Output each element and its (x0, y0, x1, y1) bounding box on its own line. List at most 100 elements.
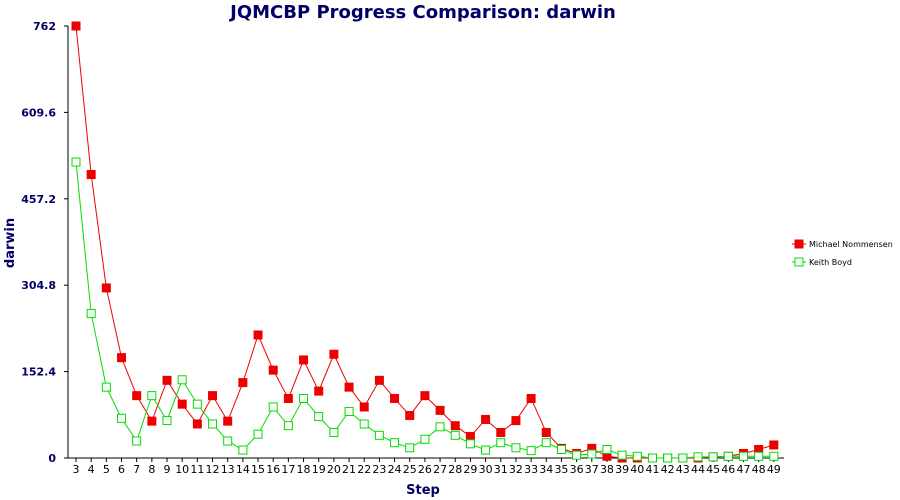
x-tick-label: 22 (357, 463, 371, 476)
x-tick-label: 32 (509, 463, 523, 476)
hollow-square-marker (556, 444, 566, 454)
x-tick-label: 47 (736, 463, 750, 476)
x-tick-label: 41 (645, 463, 659, 476)
legend-label: Keith Boyd (809, 258, 852, 267)
x-tick-label: 17 (281, 463, 295, 476)
filled-square-marker (283, 393, 293, 403)
x-tick-label: 43 (676, 463, 690, 476)
hollow-square-marker (602, 444, 612, 454)
filled-square-marker (177, 399, 187, 409)
x-tick-label: 42 (661, 463, 675, 476)
hollow-square-marker (526, 446, 536, 456)
y-tick-label: 609.6 (21, 106, 56, 119)
filled-square-marker (344, 382, 354, 392)
filled-square-marker (374, 375, 384, 385)
filled-square-marker (71, 21, 81, 31)
x-tick-label: 5 (103, 463, 110, 476)
hollow-square-marker (162, 416, 172, 426)
x-tick-label: 10 (175, 463, 189, 476)
filled-square-marker (147, 416, 157, 426)
filled-square-marker (192, 419, 202, 429)
x-tick-label: 23 (372, 463, 386, 476)
legend-label: Michael Nommensen (809, 240, 893, 249)
x-tick-label: 8 (148, 463, 155, 476)
x-tick-label: 49 (767, 463, 781, 476)
hollow-square-marker (511, 443, 521, 453)
x-tick-label: 16 (266, 463, 280, 476)
filled-square-marker (314, 386, 324, 396)
hollow-square-marker (663, 453, 673, 463)
x-tick-label: 20 (327, 463, 341, 476)
legend: Michael Nommensen Keith Boyd (792, 239, 893, 267)
hollow-square-marker (314, 412, 324, 422)
y-axis-ticks: 0 152.4 304.8 457.2 609.6 762 (21, 20, 68, 465)
x-tick-label: 29 (463, 463, 477, 476)
x-tick-label: 30 (479, 463, 493, 476)
x-tick-label: 13 (221, 463, 235, 476)
filled-square-marker (390, 393, 400, 403)
filled-square-marker (405, 410, 415, 420)
filled-square-marker (541, 427, 551, 437)
filled-square-marker (268, 365, 278, 375)
y-tick-label: 0 (48, 452, 56, 465)
x-tick-label: 24 (388, 463, 402, 476)
hollow-square-marker (359, 419, 369, 429)
x-tick-label: 25 (403, 463, 417, 476)
hollow-square-marker (541, 438, 551, 448)
x-tick-label: 21 (342, 463, 356, 476)
y-tick-label: 304.8 (21, 279, 56, 292)
x-tick-label: 36 (570, 463, 584, 476)
hollow-square-marker (617, 450, 627, 460)
x-tick-label: 44 (691, 463, 705, 476)
hollow-square-marker (283, 421, 293, 431)
x-axis-title: Step (406, 483, 440, 498)
hollow-square-marker (192, 399, 202, 409)
x-tick-label: 46 (721, 463, 735, 476)
y-axis-title: darwin (3, 218, 18, 268)
x-tick-label: 12 (206, 463, 220, 476)
hollow-square-marker (405, 443, 415, 453)
x-tick-label: 19 (312, 463, 326, 476)
filled-square-marker (299, 355, 309, 365)
x-tick-label: 34 (539, 463, 553, 476)
x-axis-ticks: 3 4 5 6 7 8 9 10 11 12 13 14 15 16 17 18 19 20 21 22 23 24 25 2… (73, 458, 781, 476)
filled-square-marker (465, 431, 475, 441)
filled-square-marker (450, 421, 460, 431)
hollow-square-marker (632, 451, 642, 461)
plot-area (71, 21, 779, 463)
hollow-square-marker (253, 429, 263, 439)
x-tick-label: 15 (251, 463, 265, 476)
hollow-square-marker (132, 436, 142, 446)
filled-square-marker (496, 427, 506, 437)
hollow-square-marker (223, 436, 233, 446)
x-tick-label: 18 (297, 463, 311, 476)
x-tick-label: 37 (585, 463, 599, 476)
filled-square-marker (238, 378, 248, 388)
x-tick-label: 39 (615, 463, 629, 476)
x-tick-label: 27 (433, 463, 447, 476)
filled-square-marker (162, 375, 172, 385)
hollow-square-marker (344, 407, 354, 417)
chart-title: JQMCBP Progress Comparison: darwin (228, 2, 616, 23)
filled-square-marker (359, 402, 369, 412)
x-tick-label: 3 (73, 463, 80, 476)
hollow-square-marker (71, 157, 81, 167)
hollow-square-marker (329, 427, 339, 437)
hollow-square-marker (678, 453, 688, 463)
hollow-square-marker (390, 438, 400, 448)
hollow-square-marker (147, 391, 157, 401)
x-tick-label: 14 (236, 463, 250, 476)
hollow-square-marker (496, 438, 506, 448)
hollow-square-marker (450, 430, 460, 440)
hollow-square-marker (86, 308, 96, 318)
hollow-square-marker (647, 453, 657, 463)
filled-square-marker (511, 416, 521, 426)
filled-square-marker (223, 416, 233, 426)
filled-square-marker (253, 330, 263, 340)
x-tick-label: 48 (752, 463, 766, 476)
filled-square-marker (481, 414, 491, 424)
legend-marker (794, 257, 804, 267)
x-tick-label: 4 (88, 463, 95, 476)
series-0 (71, 21, 779, 463)
